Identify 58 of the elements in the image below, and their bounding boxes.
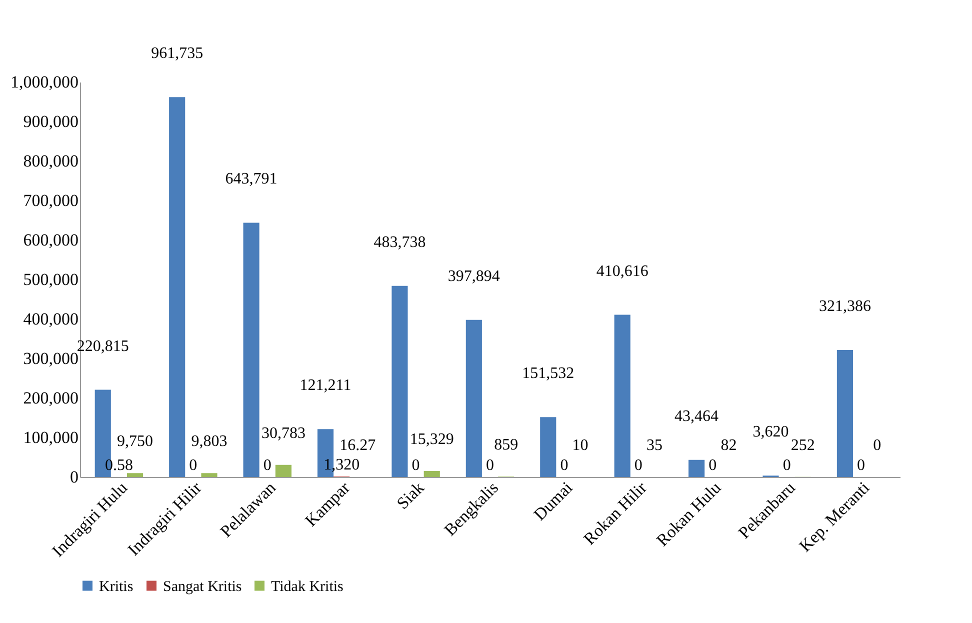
data-label: 0: [189, 457, 198, 474]
legend-label: Tidak Kritis: [271, 578, 344, 595]
data-label: 220,815: [76, 338, 129, 355]
data-label: 0: [857, 457, 866, 474]
data-label: 397,894: [448, 268, 500, 285]
legend-label: Sangat Kritis: [163, 578, 242, 595]
bar: [201, 473, 218, 477]
bar: [836, 350, 853, 477]
data-label: 0: [560, 457, 568, 474]
data-label: 82: [720, 436, 737, 454]
bar: [540, 417, 556, 477]
y-tick-label: 200,000: [23, 388, 78, 408]
data-label: 30,783: [261, 424, 306, 442]
bar: [392, 286, 408, 477]
y-tick-label: 600,000: [23, 230, 78, 250]
data-label: 0: [486, 457, 494, 474]
data-label: 0: [782, 457, 791, 474]
data-label: 0: [412, 457, 420, 474]
data-label: 16.27: [340, 436, 376, 454]
x-tick-label: Siak: [393, 478, 428, 513]
data-label: 410,616: [596, 262, 648, 280]
y-tick-label: 800,000: [23, 152, 78, 170]
data-label: 15,329: [410, 430, 454, 448]
data-label: 859: [494, 436, 518, 454]
legend-label: Kritis: [99, 578, 134, 595]
data-label: 121,211: [300, 377, 352, 394]
data-label: 252: [790, 436, 815, 454]
data-label: 3,620: [752, 424, 789, 441]
data-label: 151,532: [522, 365, 574, 382]
data-label: 35: [646, 436, 662, 454]
bar: [243, 222, 260, 477]
y-tick-label: 1,000,000: [10, 72, 78, 92]
y-tick-label: 500,000: [23, 270, 78, 289]
data-label: 43,464: [674, 408, 719, 425]
bar: [275, 464, 292, 477]
data-label: 0: [873, 437, 882, 454]
y-tick-label: 0: [70, 468, 78, 486]
y-tick-label: 700,000: [23, 191, 78, 210]
bar: [127, 473, 144, 477]
data-label: 9,750: [117, 433, 154, 450]
data-label: 0: [634, 457, 642, 474]
bar: [614, 314, 630, 477]
y-tick-label: 400,000: [23, 310, 78, 328]
data-label: 961,735: [151, 45, 204, 62]
bar: [424, 470, 440, 477]
data-label: 9,803: [191, 433, 228, 450]
data-label: 10: [572, 436, 588, 454]
data-label: 321,386: [818, 298, 871, 316]
data-label: 643,791: [225, 170, 278, 188]
data-label: 483,738: [374, 234, 426, 251]
bar: [688, 460, 705, 477]
data-label: 0: [708, 457, 717, 474]
bar: [466, 320, 482, 477]
data-label: 0: [263, 457, 272, 474]
y-tick-label: 900,000: [23, 112, 78, 131]
y-tick-label: 300,000: [23, 349, 78, 368]
y-tick-label: 100,000: [23, 428, 78, 447]
bar: [169, 97, 186, 477]
